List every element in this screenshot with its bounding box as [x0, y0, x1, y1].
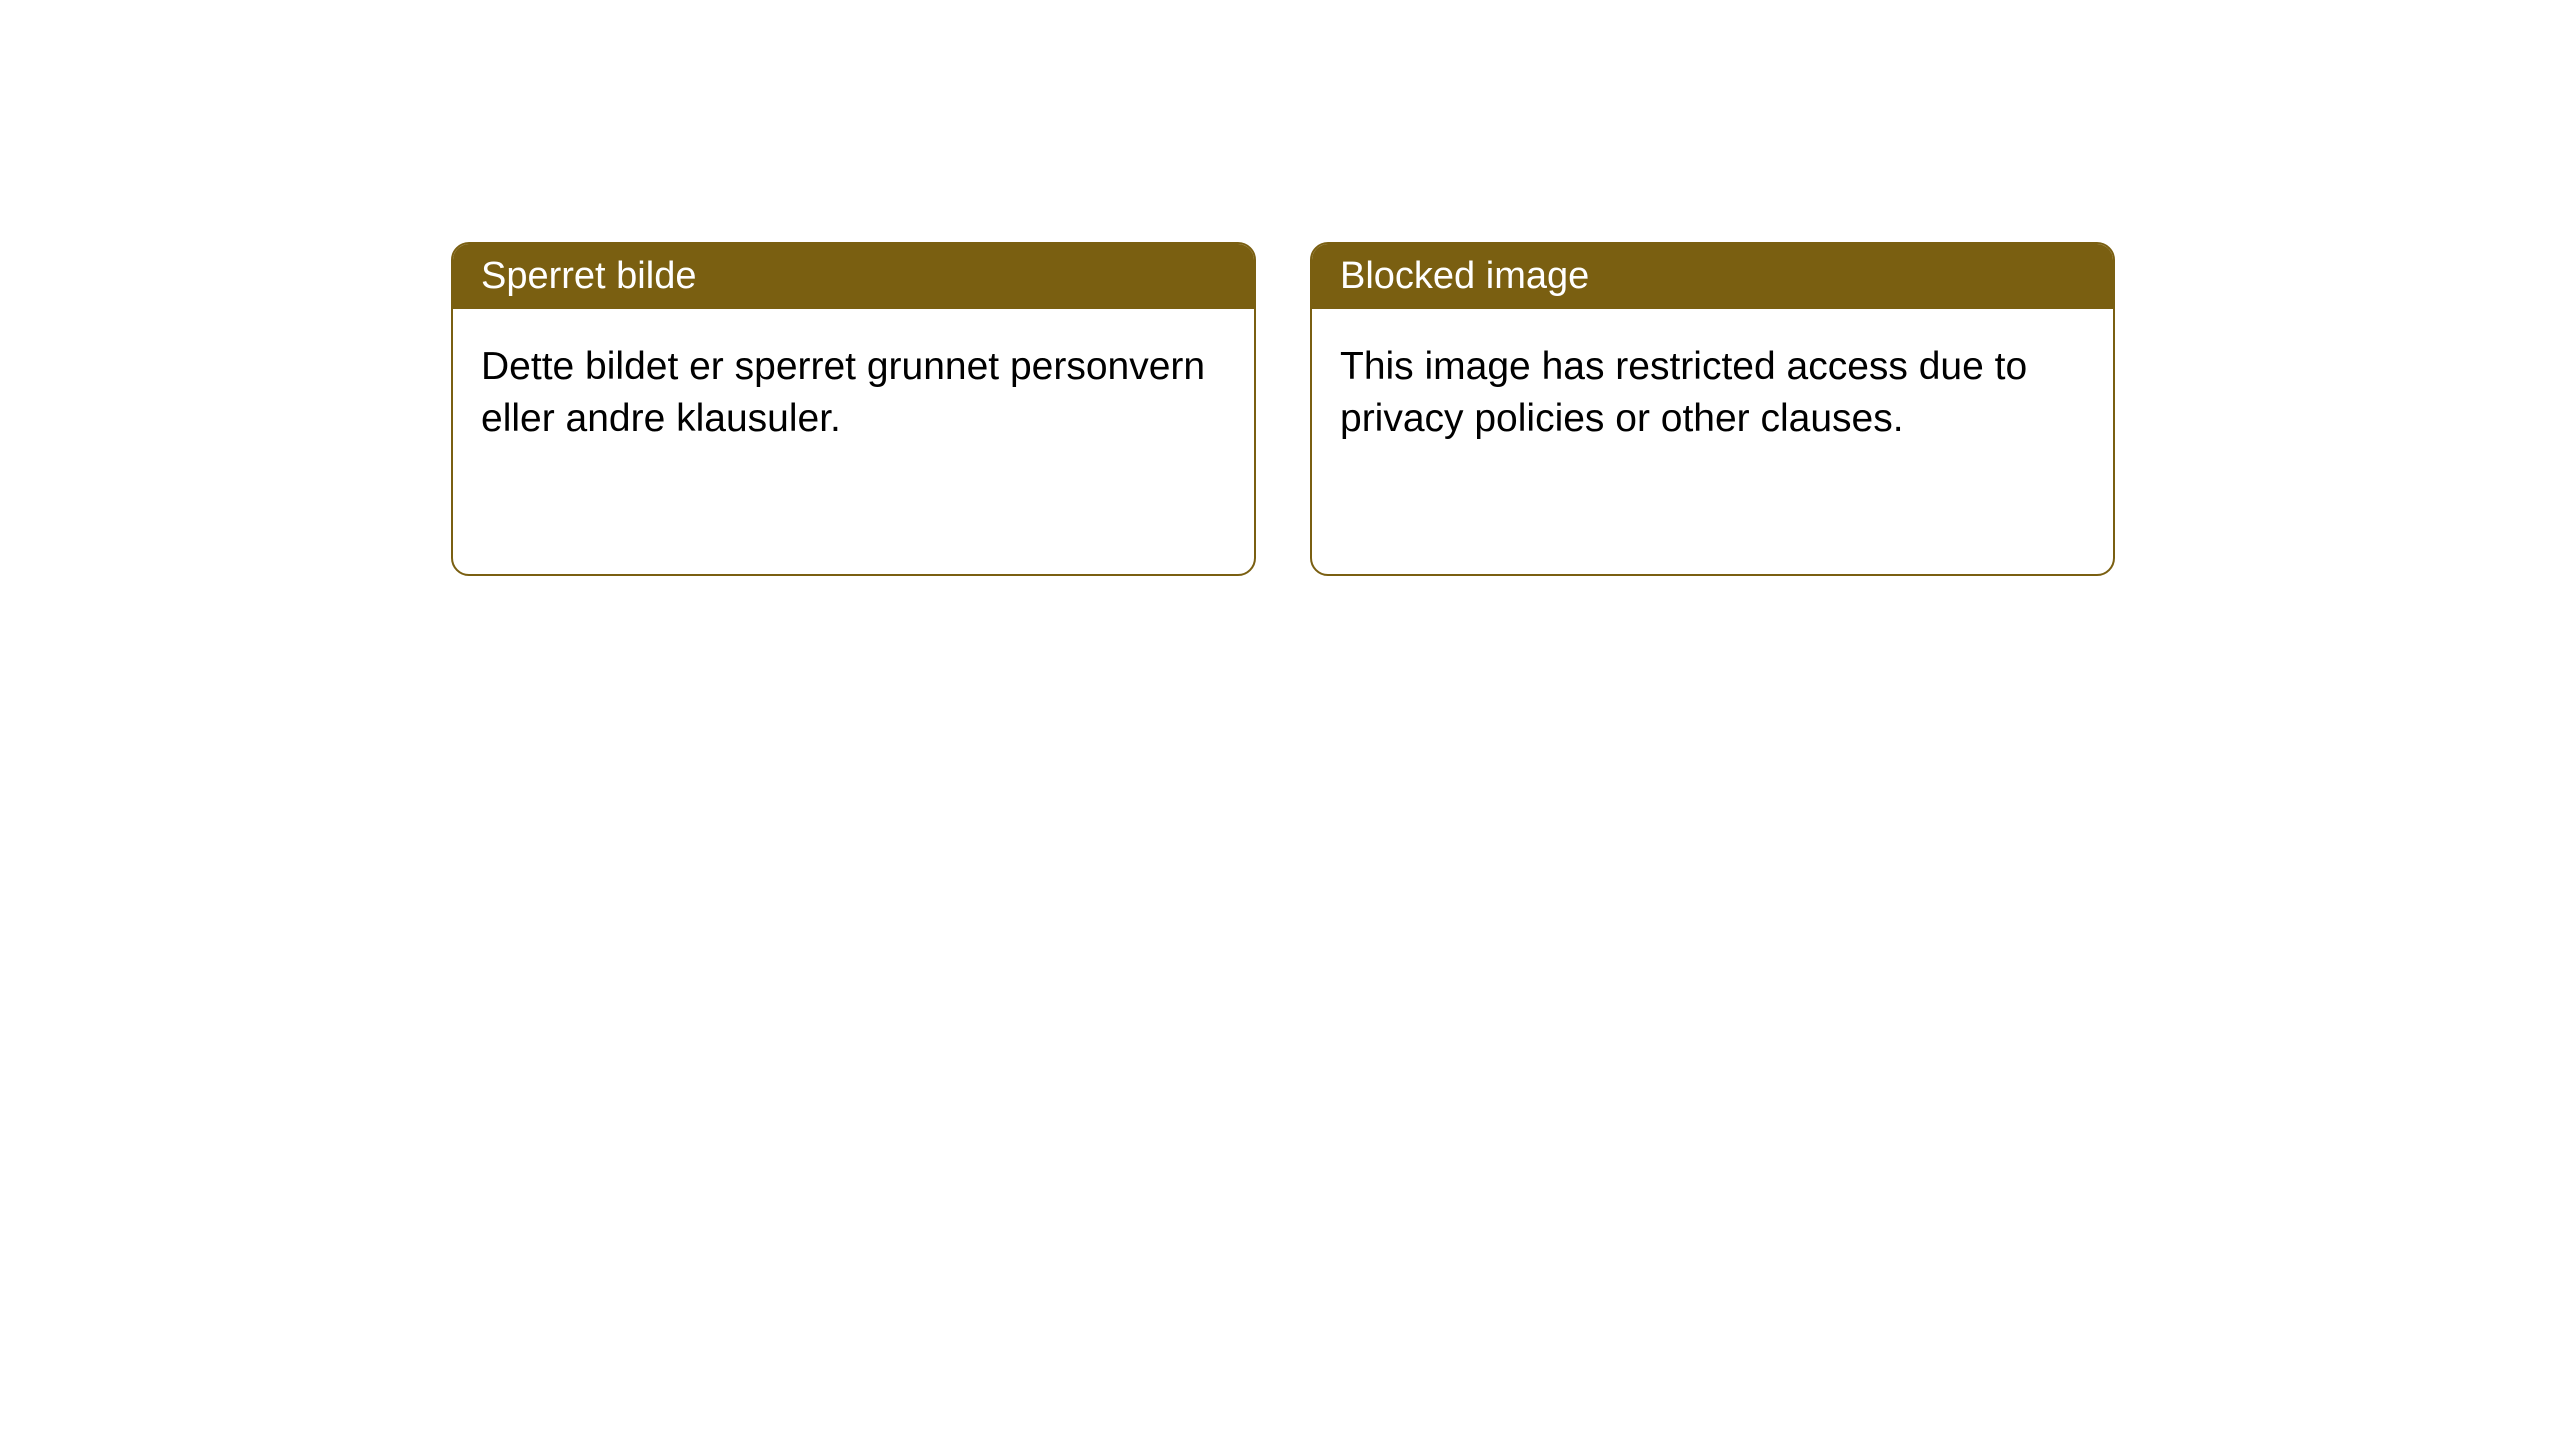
card-body-english: This image has restricted access due to … [1312, 309, 2113, 476]
card-title: Blocked image [1340, 255, 1589, 297]
notice-cards-container: Sperret bilde Dette bildet er sperret gr… [451, 242, 2115, 576]
card-header-english: Blocked image [1312, 244, 2113, 309]
card-body-norwegian: Dette bildet er sperret grunnet personve… [453, 309, 1254, 476]
notice-card-norwegian: Sperret bilde Dette bildet er sperret gr… [451, 242, 1256, 576]
card-header-norwegian: Sperret bilde [453, 244, 1254, 309]
card-title: Sperret bilde [481, 255, 696, 297]
notice-card-english: Blocked image This image has restricted … [1310, 242, 2115, 576]
card-body-text: Dette bildet er sperret grunnet personve… [481, 345, 1205, 439]
card-body-text: This image has restricted access due to … [1340, 345, 2027, 439]
